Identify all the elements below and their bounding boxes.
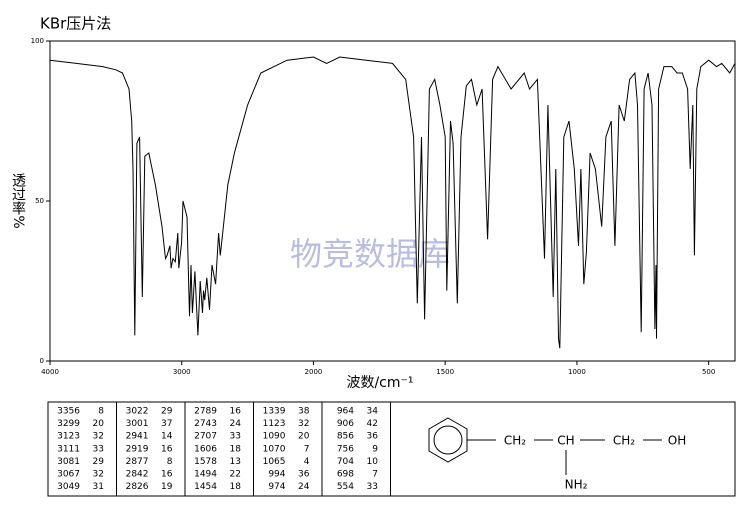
wavenumber: 1578 <box>194 457 217 467</box>
transmittance: 13 <box>230 457 241 467</box>
transmittance: 8 <box>98 407 104 417</box>
transmittance: 20 <box>298 432 310 442</box>
transmittance: 32 <box>93 470 104 480</box>
transmittance: 38 <box>298 407 310 417</box>
group: CH₂ <box>613 434 635 448</box>
wavenumber: 554 <box>337 482 354 492</box>
transmittance: 33 <box>230 432 241 442</box>
transmittance: 29 <box>93 457 105 467</box>
substituent: NH₂ <box>565 478 588 492</box>
group: CH₂ <box>504 434 526 448</box>
plot-frame <box>49 40 736 362</box>
transmittance: 19 <box>161 482 173 492</box>
chart-title: KBr压片法 <box>40 15 111 33</box>
y-tick-label: 0 <box>40 357 44 365</box>
y-axis-label: 透过率% <box>10 173 26 228</box>
wavenumber: 1606 <box>194 444 217 454</box>
transmittance: 36 <box>298 470 310 480</box>
wavenumber: 3001 <box>126 419 149 429</box>
spectrum <box>49 56 736 349</box>
wavenumber: 1454 <box>194 482 217 492</box>
transmittance: 33 <box>93 444 104 454</box>
transmittance: 16 <box>161 444 173 454</box>
wavenumber: 2707 <box>194 432 217 442</box>
transmittance: 10 <box>367 457 379 467</box>
x-tick-label: 3000 <box>173 368 191 376</box>
wavenumber: 704 <box>337 457 354 467</box>
wavenumber: 1090 <box>263 432 286 442</box>
wavenumber: 2842 <box>126 470 149 480</box>
wavenumber: 1123 <box>263 419 286 429</box>
wavenumber: 2941 <box>126 432 149 442</box>
wavenumber: 3067 <box>57 470 80 480</box>
x-tick-label: 500 <box>702 368 715 376</box>
x-tick-label: 1500 <box>436 368 454 376</box>
transmittance: 36 <box>367 432 379 442</box>
transmittance: 18 <box>230 482 242 492</box>
wavenumber: 994 <box>268 470 285 480</box>
transmittance: 31 <box>93 482 104 492</box>
transmittance: 37 <box>161 419 172 429</box>
transmittance: 20 <box>93 419 105 429</box>
wavenumber: 2789 <box>194 407 217 417</box>
transmittance: 32 <box>298 419 309 429</box>
transmittance: 8 <box>167 457 173 467</box>
wavenumber: 3049 <box>57 482 80 492</box>
wavenumber: 2743 <box>194 419 217 429</box>
transmittance: 24 <box>230 419 242 429</box>
wavenumber: 906 <box>337 419 354 429</box>
x-tick-label: 4000 <box>41 368 59 376</box>
wavenumber: 1070 <box>263 444 286 454</box>
wavenumber: 1065 <box>263 457 286 467</box>
wavenumber: 3123 <box>57 432 80 442</box>
wavenumber: 2877 <box>126 457 149 467</box>
x-axis-label: 波数/cm⁻¹ <box>346 375 413 391</box>
transmittance: 14 <box>161 432 173 442</box>
transmittance: 22 <box>230 470 241 480</box>
wavenumber: 964 <box>337 407 354 417</box>
transmittance: 9 <box>372 444 378 454</box>
transmittance: 7 <box>304 444 310 454</box>
wavenumber: 974 <box>268 482 285 492</box>
transmittance: 7 <box>372 470 378 480</box>
wavenumber: 1339 <box>263 407 286 417</box>
benzene <box>428 417 662 475</box>
wavenumber: 3299 <box>57 419 80 429</box>
transmittance: 32 <box>93 432 104 442</box>
wavenumber: 3356 <box>57 407 80 417</box>
wavenumber: 698 <box>337 470 354 480</box>
transmittance: 16 <box>161 470 173 480</box>
group: CH <box>557 434 574 448</box>
wavenumber: 856 <box>337 432 354 442</box>
wavenumber: 756 <box>337 444 354 454</box>
wavenumber: 3022 <box>126 407 149 417</box>
y-tick-label: 50 <box>35 197 44 205</box>
x-tick-label: 2000 <box>305 368 323 376</box>
peak-table-frame <box>47 401 736 497</box>
transmittance: 16 <box>230 407 242 417</box>
wavenumber: 2826 <box>126 482 149 492</box>
transmittance: 18 <box>230 444 242 454</box>
y-tick-label: 100 <box>31 37 44 45</box>
transmittance: 4 <box>304 457 310 467</box>
transmittance: 29 <box>161 407 173 417</box>
wavenumber: 1494 <box>194 470 217 480</box>
x-tick-label: 1000 <box>568 368 586 376</box>
wavenumber: 2919 <box>126 444 149 454</box>
transmittance: 24 <box>298 482 310 492</box>
group: OH <box>668 434 686 448</box>
wavenumber: 3081 <box>57 457 80 467</box>
transmittance: 33 <box>367 482 378 492</box>
transmittance: 42 <box>367 419 378 429</box>
wavenumber: 3111 <box>57 444 80 454</box>
ring-bond <box>433 425 463 455</box>
transmittance: 34 <box>367 407 379 417</box>
ring <box>428 417 468 463</box>
